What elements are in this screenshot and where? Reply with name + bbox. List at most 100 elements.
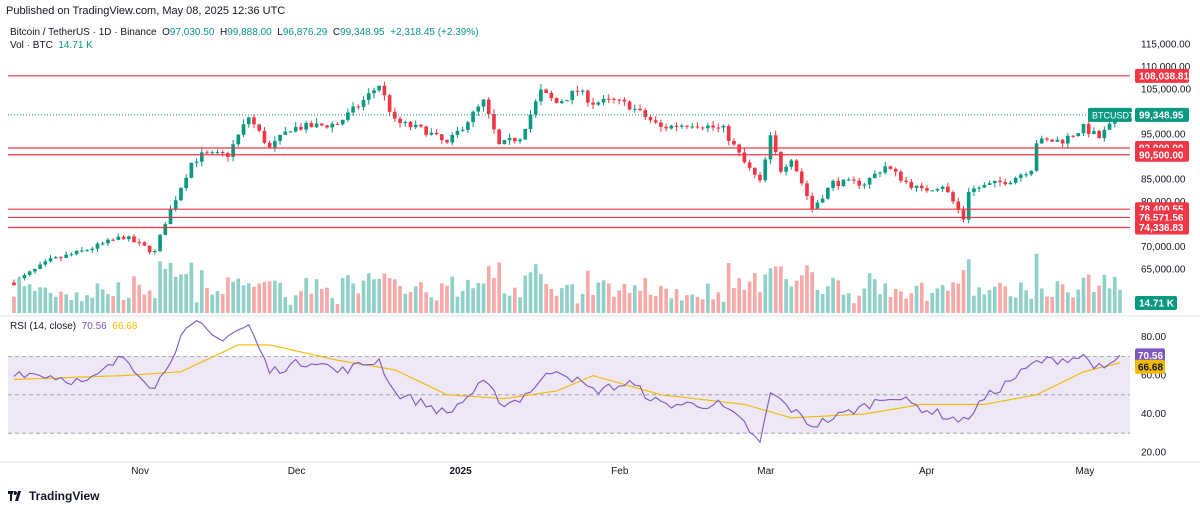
candle-body	[22, 274, 27, 279]
volume-bar	[679, 300, 684, 313]
candle-body	[805, 183, 809, 197]
candle-body	[1045, 138, 1049, 140]
candle-body	[346, 112, 350, 120]
volume-bar	[518, 297, 522, 313]
volume-bar	[59, 291, 63, 313]
volume-bar	[85, 295, 89, 313]
volume-bar	[1071, 297, 1075, 313]
volume-bar	[163, 269, 168, 313]
candle-body	[559, 101, 564, 104]
volume-bar	[408, 292, 413, 313]
candle-body	[956, 201, 961, 210]
volume-bar	[1019, 282, 1023, 313]
rsi-label[interactable]: RSI (14, close)	[10, 321, 77, 332]
candle-body	[758, 174, 762, 181]
candle-body	[674, 125, 679, 127]
volume-bar	[799, 275, 804, 313]
volume-bar	[429, 297, 434, 313]
volume-bar	[403, 293, 408, 313]
candle-body	[554, 98, 559, 104]
candle-body	[33, 268, 37, 272]
price-axis-tick: 85,000.00	[1141, 175, 1186, 186]
volume-bar	[220, 294, 225, 313]
price-level-label: 90,500.00	[1139, 150, 1184, 161]
volume-bar	[12, 296, 16, 313]
candle-body	[372, 90, 376, 94]
volume-bar	[570, 284, 575, 313]
candle-body	[205, 152, 209, 154]
symbol-title[interactable]: Bitcoin / TetherUS · 1D · Binance	[10, 27, 157, 38]
candle-body	[246, 117, 251, 125]
volume-bar	[278, 282, 282, 313]
candle-body	[773, 135, 778, 153]
volume-bar	[507, 295, 512, 313]
volume-bar	[627, 292, 632, 313]
volume-bar	[559, 288, 564, 313]
volume-bar	[262, 281, 267, 313]
candle-body	[106, 239, 110, 244]
rsi-legend: RSI (14, close) 70.56 66.68	[10, 321, 137, 332]
volume-bar	[1039, 288, 1044, 313]
candle-body	[987, 183, 992, 185]
volume-bar	[841, 294, 846, 313]
volume-bar	[361, 280, 366, 313]
volume-bar	[1086, 274, 1091, 313]
candle-body	[43, 261, 48, 265]
volume-bar	[632, 285, 637, 313]
volume-bar	[33, 290, 37, 313]
candle-body	[690, 126, 695, 128]
volume-bar	[252, 286, 256, 313]
candle-body	[403, 121, 408, 124]
candle-body	[815, 202, 820, 209]
rsi-ma-line	[13, 344, 1121, 419]
candle-body	[262, 130, 267, 143]
candle-body	[445, 140, 449, 143]
volume-tag	[1135, 296, 1177, 310]
volume-bar	[38, 287, 42, 313]
rsi-axis-tick: 40.00	[1141, 409, 1166, 420]
candle-body	[1060, 139, 1065, 144]
candle-body	[1003, 182, 1008, 185]
volume-bar	[909, 293, 914, 313]
volume-bar	[466, 279, 470, 313]
volume-bar	[742, 289, 747, 313]
candle-body	[95, 243, 100, 249]
volume-bar	[1076, 289, 1081, 313]
volume-bar	[215, 291, 220, 313]
candle-body	[293, 126, 298, 132]
volume-bar	[528, 272, 533, 313]
volume-bar	[471, 288, 475, 313]
volume-bar	[591, 294, 595, 313]
volume-bar	[601, 280, 606, 313]
volume-bar	[132, 276, 136, 313]
price-axis-tick: 105,000.00	[1141, 85, 1191, 96]
volume-bar	[241, 285, 246, 313]
candle-body	[38, 264, 42, 269]
candle-body	[309, 122, 314, 128]
candle-body	[497, 129, 502, 145]
candle-body	[481, 99, 486, 107]
candle-body	[648, 117, 653, 121]
volume-bar	[732, 287, 736, 313]
rsi-axis-tick: 20.00	[1141, 447, 1166, 458]
footer-brand-label: TradingView	[29, 489, 100, 503]
volume-bar	[283, 297, 288, 313]
candle-body	[1039, 138, 1044, 144]
volume-bar	[716, 292, 721, 313]
volume-bar	[737, 278, 741, 313]
candle-body	[1107, 123, 1112, 130]
volume-bar	[1107, 288, 1112, 313]
volume-bar	[606, 283, 611, 313]
candle-body	[1013, 177, 1018, 183]
rsi-ma-tag	[1135, 359, 1165, 374]
candle-body	[69, 254, 74, 256]
candle-body	[288, 131, 293, 133]
volume-bar	[888, 297, 893, 313]
candle-body	[492, 114, 496, 130]
volume-bar	[126, 297, 131, 313]
candle-body	[382, 85, 387, 96]
volume-label[interactable]: Vol · BTC	[10, 40, 53, 51]
volume-bar	[502, 293, 507, 313]
candle-body	[319, 123, 324, 126]
